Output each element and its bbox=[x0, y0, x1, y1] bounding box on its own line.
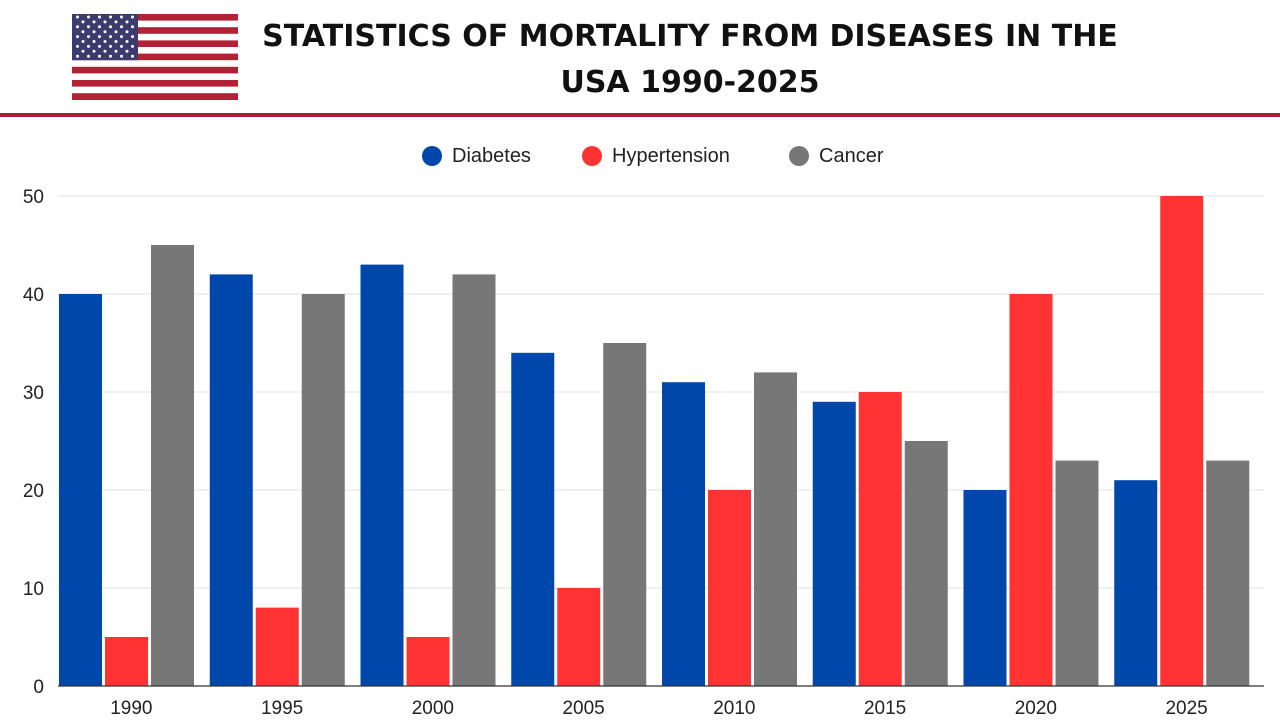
bar-cancer-2020 bbox=[1055, 460, 1099, 686]
bar-diabetes-2000 bbox=[360, 264, 404, 686]
legend-marker-diabetes bbox=[422, 146, 442, 166]
bar-cancer-2010 bbox=[754, 372, 797, 686]
x-tick-label: 2000 bbox=[412, 698, 454, 719]
legend-label: Cancer bbox=[819, 145, 884, 167]
legend-label: Hypertension bbox=[612, 145, 730, 167]
bar-hypertension-1990 bbox=[105, 637, 148, 686]
x-tick-label: 2020 bbox=[1015, 698, 1057, 719]
bar-cancer-2025 bbox=[1206, 460, 1250, 686]
bar-hypertension-1995 bbox=[255, 607, 299, 686]
bar-diabetes-1990 bbox=[59, 294, 102, 686]
bar-cancer-2015 bbox=[904, 441, 948, 686]
y-tick-label: 0 bbox=[33, 677, 44, 698]
bar-cancer-1990 bbox=[151, 245, 194, 686]
legend-label: Diabetes bbox=[452, 145, 531, 167]
x-tick-label: 2025 bbox=[1165, 698, 1207, 719]
legend-marker-hypertension bbox=[582, 146, 602, 166]
bar-cancer-2000 bbox=[452, 274, 496, 686]
x-tick-label: 2005 bbox=[562, 698, 604, 719]
bar-hypertension-2020 bbox=[1009, 294, 1053, 686]
bar-hypertension-2015 bbox=[858, 392, 902, 686]
bar-hypertension-2000 bbox=[406, 637, 450, 686]
page-title: STATISTICS OF MORTALITY FROM DISEASES IN… bbox=[262, 19, 1118, 100]
bar-diabetes-2010 bbox=[662, 382, 705, 686]
bar-diabetes-2020 bbox=[963, 490, 1007, 686]
bar-cancer-1995 bbox=[301, 294, 345, 686]
bar-diabetes-1995 bbox=[209, 274, 253, 686]
bar-cancer-2005 bbox=[603, 343, 647, 686]
y-tick-label: 10 bbox=[23, 579, 44, 600]
x-tick-label: 2015 bbox=[864, 698, 906, 719]
bar-hypertension-2025 bbox=[1160, 196, 1204, 686]
y-tick-label: 20 bbox=[23, 481, 44, 502]
usa-flag-icon bbox=[72, 14, 238, 100]
x-tick-label: 1990 bbox=[110, 698, 152, 719]
bar-diabetes-2005 bbox=[511, 352, 555, 686]
x-tick-label: 2010 bbox=[713, 698, 755, 719]
legend-marker-cancer bbox=[789, 146, 809, 166]
y-tick-label: 50 bbox=[23, 187, 44, 208]
y-tick-label: 40 bbox=[23, 285, 44, 306]
bar-hypertension-2005 bbox=[557, 588, 601, 686]
x-tick-label: 1995 bbox=[261, 698, 303, 719]
bar-diabetes-2015 bbox=[812, 401, 856, 686]
header-divider bbox=[0, 113, 1280, 117]
y-tick-label: 30 bbox=[23, 383, 44, 404]
bar-hypertension-2010 bbox=[708, 490, 751, 686]
bar-diabetes-2025 bbox=[1114, 480, 1158, 686]
